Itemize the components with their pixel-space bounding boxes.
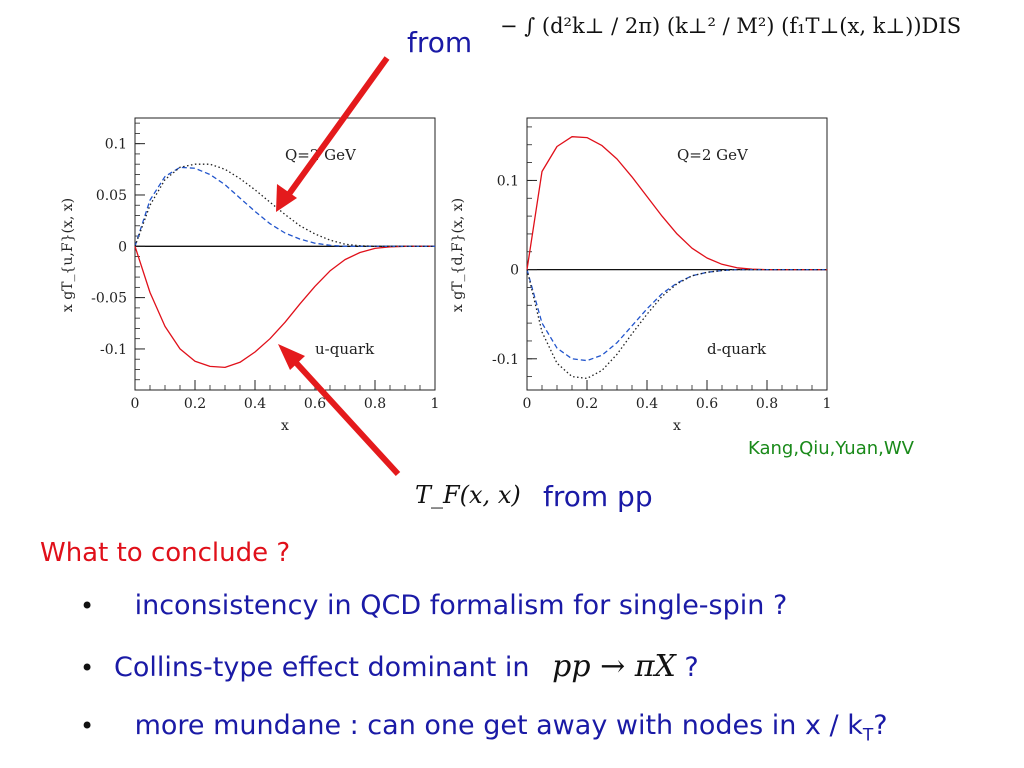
x-axis-label: x: [673, 418, 681, 434]
x-tick-label: 1: [823, 396, 832, 412]
arrow-bottom-head: [278, 344, 305, 370]
bullet-item: • inconsistency in QCD formalism for sin…: [80, 590, 787, 621]
formula-top-text: − ∫ (d²k⊥ / 2π) (k⊥² / M²) (f₁T⊥(x, k⊥))…: [500, 14, 962, 38]
y-axis-label: x gT_{u,F}(x, x): [60, 198, 76, 312]
bullet-suffix: ?: [873, 710, 888, 741]
bullet-text: inconsistency in QCD formalism for singl…: [134, 590, 788, 621]
bullet-text: more mundane : can one get away with nod…: [134, 710, 863, 741]
bullet-dot: •: [80, 592, 95, 620]
y-tick-label: 0.05: [96, 188, 127, 204]
y-tick-label: 0.1: [105, 137, 127, 153]
y-tick-label: -0.05: [91, 291, 127, 307]
q-annotation: Q=2 GeV: [285, 146, 357, 164]
x-tick-label: 0: [131, 396, 140, 412]
d-quark-chart: 0.1 0 -0.1 0 0.2 0.4 0.6 0.8 1 x x gT_{d,F}(x, x) Q…: [450, 117, 832, 434]
quark-annotation: d-quark: [707, 340, 767, 358]
x-tick-label: 0.2: [184, 396, 206, 412]
x-tick-label: 0.6: [304, 396, 326, 412]
x-tick-label: 0.4: [636, 396, 658, 412]
tf-formula: T_F(x, x): [415, 481, 521, 509]
bullet-text: Collins-type effect dominant in: [114, 652, 530, 683]
credit-authors: Kang,Qiu,Yuan,WV: [748, 438, 914, 459]
bullet-item: • Collins-type effect dominant in pp → πX…: [80, 649, 699, 684]
arrows: [276, 56, 401, 477]
quark-annotation: u-quark: [315, 340, 375, 358]
series-line-solid: [134, 245, 435, 369]
x-tick-label: 1: [431, 396, 440, 412]
bullet-item: • more mundane : can one get away with n…: [80, 710, 888, 745]
bullet-suffix: ?: [675, 652, 699, 683]
from-label-top: from: [407, 26, 473, 59]
conclusion-heading: What to conclude ?: [40, 538, 291, 568]
y-axis-label: x gT_{d,F}(x, x): [450, 198, 466, 312]
bullet-math: pp → πX: [552, 649, 676, 684]
formula-top: − ∫ (d²k⊥ / 2π) (k⊥² / M²) (f₁T⊥(x, k⊥))…: [500, 14, 961, 38]
x-tick-label: 0.6: [696, 396, 718, 412]
from-pp-label: from pp: [543, 480, 653, 513]
x-tick-label: 0.4: [244, 396, 266, 412]
arrow-bottom-line: [286, 352, 401, 477]
bullet-dot: •: [80, 712, 95, 740]
x-tick-label: 0.2: [576, 396, 598, 412]
bullet-subscript: T: [862, 725, 874, 746]
q-annotation: Q=2 GeV: [677, 146, 749, 164]
arrow-top-head: [276, 184, 297, 212]
y-tick-label: 0.1: [497, 173, 519, 189]
arrow-top-line: [281, 56, 390, 203]
x-axis-label: x: [281, 418, 289, 434]
x-tick-label: 0.8: [756, 396, 778, 412]
bullet-dot: •: [80, 654, 95, 682]
series-line-dotted: [526, 268, 827, 380]
y-tick-label: 0: [510, 263, 519, 279]
y-tick-label: -0.1: [492, 352, 519, 368]
y-tick-label: 0: [118, 239, 127, 255]
series-line-dashed: [134, 166, 435, 247]
series-line-dashed: [526, 268, 827, 362]
x-tick-label: 0.8: [364, 396, 386, 412]
x-tick-label: 0: [523, 396, 532, 412]
y-tick-label: -0.1: [100, 342, 127, 358]
u-quark-chart: 0.1 0.05 0 -0.05 -0.1 0 0.2 0.4 0.6 0.8 1 x x gT_{u,…: [60, 117, 440, 434]
